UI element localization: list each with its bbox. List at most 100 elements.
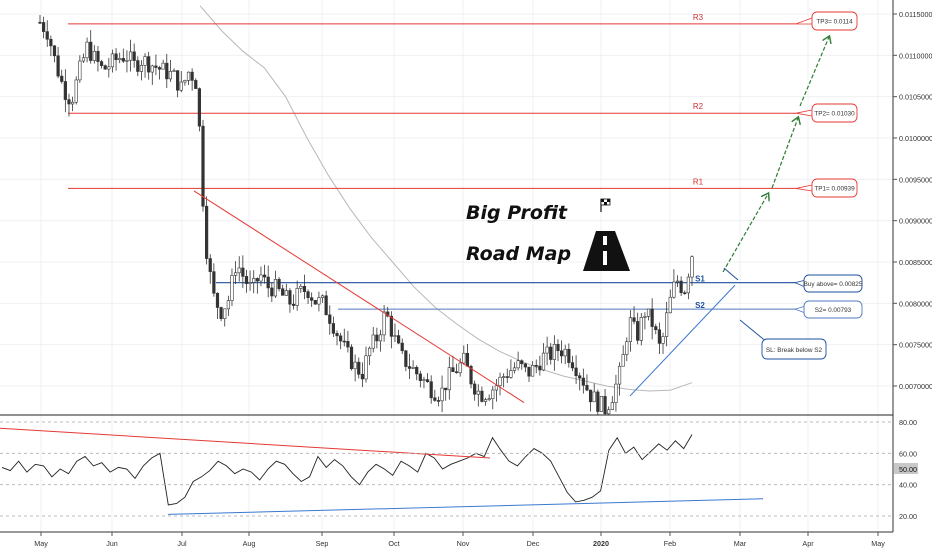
callout-tp2-box xyxy=(811,103,858,123)
candle-body xyxy=(317,297,321,305)
candle-body xyxy=(588,389,593,403)
callout-sl-pointer xyxy=(739,319,769,344)
time-tick-label: Apr xyxy=(802,539,814,548)
candle-body xyxy=(288,290,292,305)
candle-body xyxy=(161,62,165,70)
candle-body xyxy=(205,205,209,259)
candle-body xyxy=(132,51,136,61)
grid xyxy=(0,0,893,532)
candle-body xyxy=(404,350,408,367)
candle-body xyxy=(382,311,386,336)
candle-body xyxy=(295,288,299,306)
candle-body xyxy=(252,278,256,283)
candle-body xyxy=(603,396,607,415)
candle-body xyxy=(346,341,350,348)
candle-body xyxy=(599,396,604,412)
candle-body xyxy=(494,385,499,391)
callout-tp3-box xyxy=(811,11,858,31)
candle-body xyxy=(190,71,194,81)
candle-body xyxy=(407,366,412,369)
candle-body xyxy=(422,379,426,381)
candle-body xyxy=(610,402,614,411)
candle-body xyxy=(469,366,473,385)
candle-body xyxy=(244,276,249,284)
candle-body xyxy=(375,334,379,342)
candle-body xyxy=(541,352,546,371)
candle-body xyxy=(154,65,158,68)
candle-body xyxy=(241,267,245,277)
candle-body xyxy=(614,383,618,403)
candle-body xyxy=(226,300,230,310)
candle-body xyxy=(172,70,176,72)
title-line2: Road Map xyxy=(466,243,571,265)
candle-body xyxy=(52,45,57,57)
candle-body xyxy=(502,376,506,378)
osc-current-badge xyxy=(894,463,918,474)
levels: R3 R2 R1 S1 S2 xyxy=(68,13,800,310)
candle-body xyxy=(324,295,328,316)
candle-body xyxy=(223,308,227,319)
time-tick-label: Nov xyxy=(457,539,470,548)
candle-body xyxy=(636,321,640,341)
candle-body xyxy=(121,58,125,62)
callout-buy-pointer xyxy=(793,280,805,287)
candle-body xyxy=(110,53,115,68)
candle-body xyxy=(335,333,339,337)
callout-sl-box xyxy=(761,338,827,360)
candle-body xyxy=(310,297,314,301)
candle-body xyxy=(259,274,263,282)
candle-body xyxy=(549,346,553,360)
candle-body xyxy=(491,389,495,399)
road-icon xyxy=(583,231,630,271)
time-tick-label: May xyxy=(34,539,48,548)
candle-body xyxy=(440,387,444,402)
candle-body xyxy=(657,329,661,344)
candle-body xyxy=(516,360,520,369)
candle-body xyxy=(49,38,53,47)
candle-body xyxy=(483,399,488,402)
candle-body xyxy=(230,275,234,301)
callout-s2-box xyxy=(803,300,863,319)
candle-body xyxy=(364,355,368,380)
candle-body xyxy=(331,323,336,334)
candle-body xyxy=(208,258,212,272)
time-axis: May Jun Jul Aug Sep Oct Nov Dec 2020 Feb Mar Apr May xyxy=(34,532,885,548)
candle-body xyxy=(284,290,288,296)
candle-body xyxy=(306,291,310,298)
candle-body xyxy=(632,317,636,322)
candle-body xyxy=(643,316,647,318)
candle-body xyxy=(607,409,611,415)
candle-body xyxy=(444,387,448,391)
candle-body xyxy=(81,57,86,62)
projection-arrows xyxy=(722,37,829,281)
osc-current-label: 50.00 xyxy=(899,465,917,474)
candle-body xyxy=(302,285,307,292)
candle-body xyxy=(436,400,441,402)
candle-body xyxy=(458,362,462,374)
candle-body xyxy=(487,398,491,401)
time-tick-label: 2020 xyxy=(593,539,609,548)
callout-s2-pointer xyxy=(793,306,805,313)
candle-body xyxy=(248,282,252,284)
candle-body xyxy=(273,278,278,297)
candle-body xyxy=(215,292,220,308)
candle-body xyxy=(147,56,151,73)
candle-body xyxy=(266,276,270,289)
candle-body xyxy=(313,300,317,305)
callout-tp2-pointer xyxy=(795,109,813,117)
uptrend-line xyxy=(629,284,736,397)
oscillator xyxy=(0,427,764,515)
callout-tp3-pointer xyxy=(795,17,813,25)
time-tick-label: Aug xyxy=(243,539,256,548)
candle-body xyxy=(56,55,60,77)
candle-body xyxy=(393,335,397,337)
candle-body xyxy=(596,391,600,412)
candle-body xyxy=(150,65,154,73)
candle-body xyxy=(255,278,259,282)
callout-tp3-text: TP3= 0.0114 xyxy=(816,19,853,26)
